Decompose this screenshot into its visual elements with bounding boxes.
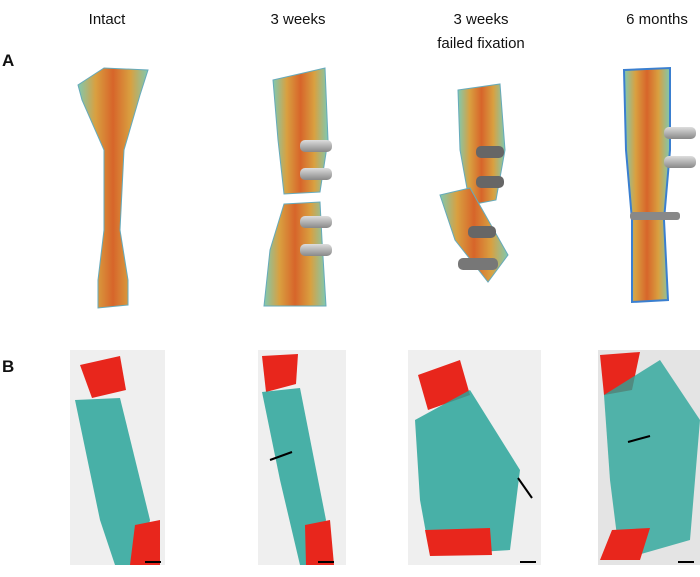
ct-6months <box>622 66 696 304</box>
histology-3weeks <box>258 350 346 565</box>
ct-3weeks <box>263 67 332 307</box>
histology-failed <box>408 350 541 565</box>
column-header: 3 weeks <box>270 11 325 28</box>
histology-6months <box>598 350 700 565</box>
panel-label: B <box>2 357 14 376</box>
histology-intact <box>70 350 165 565</box>
panel-label: A <box>2 51 14 70</box>
ct-intact <box>77 67 149 309</box>
column-header: 3 weeks <box>453 11 508 28</box>
column-header: Intact <box>89 11 127 28</box>
column-header: 6 months <box>626 11 688 28</box>
ct-failed <box>439 83 509 283</box>
column-header: failed fixation <box>437 35 525 52</box>
